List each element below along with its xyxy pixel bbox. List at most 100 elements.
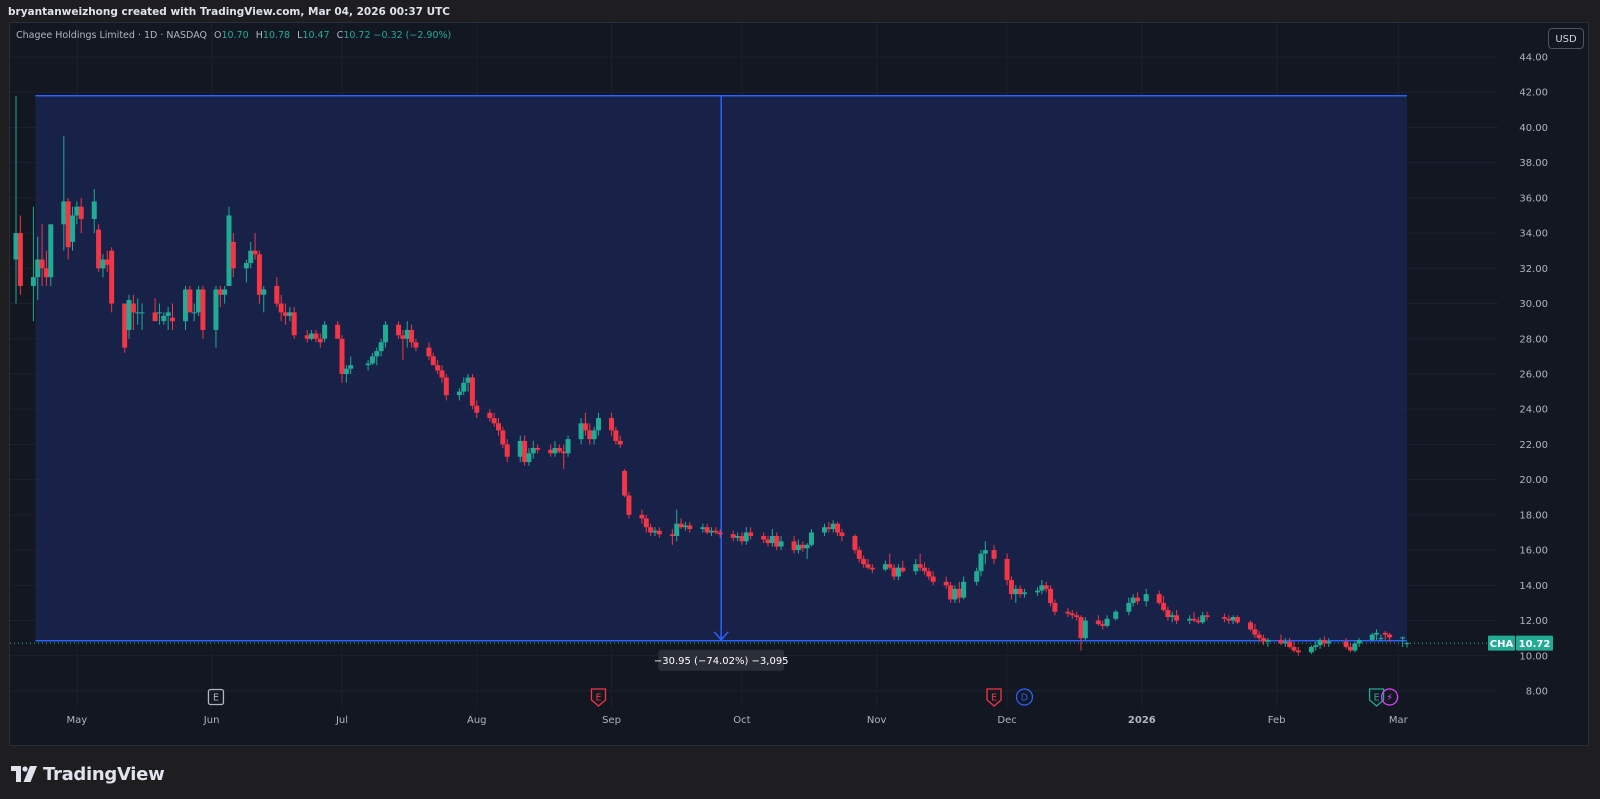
candle-body (674, 523, 680, 537)
candle (778, 536, 784, 551)
candle (678, 518, 684, 529)
candle (595, 412, 601, 436)
close-label: C (336, 30, 344, 41)
candle (474, 400, 480, 419)
candle (1039, 580, 1045, 595)
event-marker-shield (1368, 688, 1385, 707)
candle-body (795, 544, 801, 551)
candle-body (374, 351, 380, 357)
candle-body (1074, 615, 1080, 618)
candle-body (322, 324, 328, 339)
candle-body (748, 532, 754, 537)
candle (96, 224, 102, 272)
candle-body (487, 412, 493, 419)
candle (982, 541, 988, 565)
candle (443, 374, 449, 401)
candle-body (682, 525, 688, 528)
currency-button[interactable]: USD (1548, 28, 1584, 49)
candle-body (643, 518, 649, 528)
candle (682, 521, 688, 531)
candle-body (1400, 637, 1406, 639)
event-marker-letter: E (213, 693, 219, 704)
candle-body (456, 391, 462, 396)
candle-body (1113, 611, 1119, 619)
time-tick-label: Sep (602, 715, 621, 726)
candle-body (556, 447, 562, 452)
candle-body (917, 564, 923, 568)
candle-body (700, 527, 706, 529)
candle-body (587, 430, 593, 440)
candle-body (882, 564, 888, 570)
tradingview-logo[interactable]: TradingView (11, 763, 165, 785)
candle (435, 359, 441, 374)
candle-body (313, 333, 319, 339)
candle-body (1230, 617, 1236, 621)
candle (669, 528, 675, 545)
candle (165, 307, 171, 330)
candle (1100, 620, 1106, 630)
candle-body (582, 423, 588, 431)
price-tick-label: 22.00 (1519, 440, 1548, 451)
price-tick-label: 16.00 (1519, 546, 1548, 557)
candle-body (1165, 609, 1171, 618)
candle (565, 435, 571, 457)
candle-body (704, 527, 710, 533)
candle-body (1169, 615, 1175, 618)
candle (191, 303, 197, 322)
candle (183, 285, 189, 330)
candle-body (439, 370, 445, 378)
candle (465, 374, 471, 392)
candle-body (156, 312, 162, 314)
candle (1248, 620, 1254, 632)
candle (804, 543, 810, 559)
candle (1082, 617, 1088, 640)
candle-body (1195, 620, 1201, 623)
candle (974, 567, 980, 586)
candle-body (1291, 646, 1297, 651)
candle-body (61, 201, 67, 225)
candle (169, 303, 175, 330)
candle (1230, 615, 1236, 625)
candle-body (152, 312, 158, 322)
candle-body (913, 564, 919, 572)
candle-body (1035, 590, 1041, 593)
candle-body (548, 449, 554, 454)
candle (656, 527, 662, 538)
candle (39, 224, 45, 286)
candle (256, 250, 262, 304)
candle (309, 329, 315, 341)
candle-body (100, 259, 106, 269)
candle (1265, 638, 1271, 647)
candle (530, 440, 536, 459)
candle (1347, 643, 1353, 653)
candle (1287, 638, 1293, 649)
candle-body (709, 530, 714, 533)
candle (1195, 617, 1201, 625)
candle-body (222, 289, 228, 295)
candle (1200, 611, 1206, 625)
candle (1321, 636, 1327, 647)
candle-body (187, 289, 193, 313)
candle-body (409, 329, 415, 343)
candle (1069, 609, 1075, 619)
candle (130, 294, 136, 330)
chart-header: bryantanweizhong created with TradingVie… (8, 6, 450, 18)
candle-body (404, 329, 410, 339)
candle-body (1378, 638, 1384, 640)
event-markers: E E E D E ⚡ (207, 688, 1399, 707)
candle-body (526, 453, 532, 463)
candle-body (48, 224, 54, 278)
candle-body (1287, 641, 1293, 647)
candle (48, 224, 54, 286)
candle-body (317, 338, 323, 343)
candle-body (1261, 638, 1267, 642)
candle-body (1374, 632, 1380, 635)
candle (1187, 615, 1193, 625)
candle-body (869, 567, 875, 570)
candle (1291, 641, 1297, 653)
candle (91, 189, 97, 234)
candle-body (1095, 620, 1101, 625)
candle-body (39, 259, 45, 269)
candle (78, 197, 84, 234)
